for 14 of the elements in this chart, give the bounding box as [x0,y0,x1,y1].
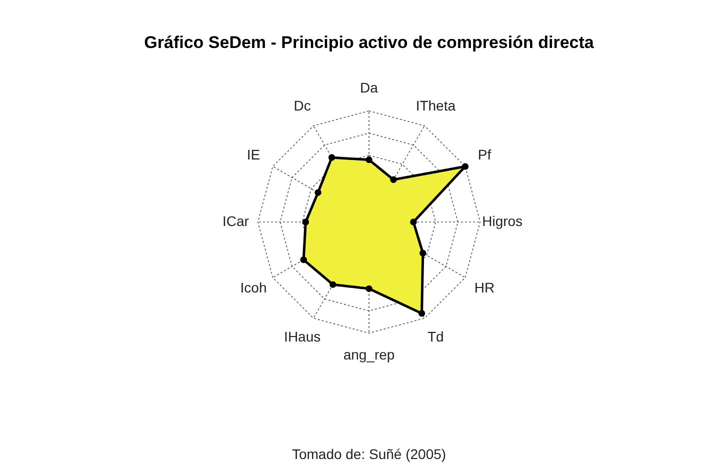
spoke-label: ICar [222,213,250,229]
spoke-label: HR [474,280,495,296]
spoke-label: Da [360,80,378,96]
spoke-label: ITheta [416,98,456,114]
spoke-label: Higros [482,213,523,229]
spoke-label: Icoh [240,280,267,296]
spoke-label: IHaus [284,328,321,344]
text: Tomado de: Suñé (2005) [292,446,446,462]
spoke-label: Td [427,328,444,344]
spoke-label: IE [246,146,260,162]
spoke-label: Dc [294,98,311,114]
chart-title: Gráfico SeDem - Principio activo de compresión directa [144,33,594,52]
spoke-label: Pf [478,146,492,162]
spoke-label: ang_rep [343,346,395,362]
